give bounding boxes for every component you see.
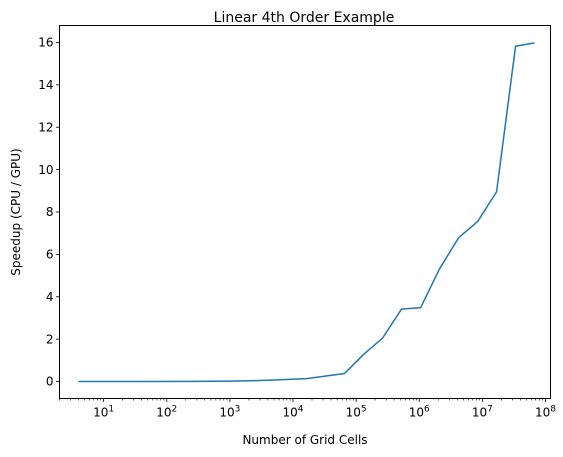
x-tick-exponent: 2 xyxy=(172,405,178,415)
x-tick-label: 102 xyxy=(156,405,177,420)
x-tick-base: 10 xyxy=(346,406,361,420)
x-tick-base: 10 xyxy=(282,406,297,420)
x-tick-exponent: 5 xyxy=(361,405,367,415)
x-axis-title: Number of Grid Cells xyxy=(242,433,367,447)
y-tick-label: 14 xyxy=(38,78,53,92)
axes-frame xyxy=(59,25,551,399)
x-tick-exponent: 3 xyxy=(235,405,241,415)
x-tick-exponent: 4 xyxy=(298,405,304,415)
y-axis-title: Speedup (CPU / GPU) xyxy=(9,148,23,275)
y-tick-label: 6 xyxy=(46,248,54,262)
x-tick-base: 10 xyxy=(409,406,424,420)
series-line xyxy=(78,42,535,383)
x-tick-exponent: 8 xyxy=(550,405,556,415)
x-tick-label: 104 xyxy=(282,405,303,420)
x-tick-label: 107 xyxy=(472,405,493,420)
x-tick-exponent: 7 xyxy=(487,405,493,415)
y-tick-label: 12 xyxy=(38,120,53,134)
y-tick-label: 8 xyxy=(46,205,54,219)
x-tick-base: 10 xyxy=(93,406,108,420)
y-tick-label: 0 xyxy=(46,375,54,389)
y-tick-label: 10 xyxy=(38,163,53,177)
x-tick-exponent: 1 xyxy=(108,405,114,415)
x-tick-base: 10 xyxy=(535,406,550,420)
chart-title: Linear 4th Order Example xyxy=(214,10,395,26)
x-tick-label: 105 xyxy=(346,405,367,420)
y-tick-label: 2 xyxy=(46,332,54,346)
x-tick-label: 103 xyxy=(219,405,240,420)
x-tick-label: 108 xyxy=(535,405,556,420)
x-tick-label: 101 xyxy=(93,405,114,420)
x-tick-base: 10 xyxy=(219,406,234,420)
x-tick-base: 10 xyxy=(472,406,487,420)
x-tick-base: 10 xyxy=(156,406,171,420)
y-tick-label: 16 xyxy=(38,36,53,50)
x-tick-exponent: 6 xyxy=(424,405,430,415)
x-tick-label: 106 xyxy=(409,405,430,420)
y-tick-label: 4 xyxy=(46,290,54,304)
